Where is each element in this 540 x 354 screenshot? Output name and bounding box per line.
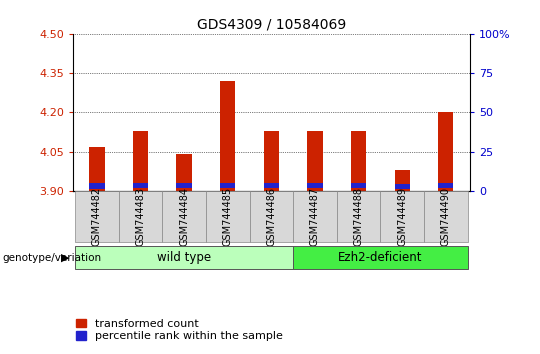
Bar <box>395 170 410 191</box>
Bar <box>75 191 119 242</box>
Text: GSM744485: GSM744485 <box>222 187 233 246</box>
Bar <box>206 191 249 242</box>
Text: genotype/variation: genotype/variation <box>3 253 102 263</box>
Bar <box>220 183 235 188</box>
Bar <box>133 131 148 191</box>
Bar <box>75 246 293 269</box>
Bar <box>177 154 192 191</box>
Text: GSM744486: GSM744486 <box>266 187 276 246</box>
Bar <box>395 184 410 189</box>
Bar <box>89 147 105 191</box>
Bar <box>438 183 454 188</box>
Text: GSM744487: GSM744487 <box>310 187 320 246</box>
Bar <box>163 191 206 242</box>
Bar <box>351 131 366 191</box>
Text: GSM744482: GSM744482 <box>92 187 102 246</box>
Bar <box>337 191 380 242</box>
Bar <box>307 131 322 191</box>
Bar <box>438 112 454 191</box>
Text: GSM744490: GSM744490 <box>441 187 451 246</box>
Bar <box>133 183 148 188</box>
Bar <box>220 81 235 191</box>
Text: GSM744483: GSM744483 <box>136 187 145 246</box>
Bar <box>307 183 322 188</box>
Bar <box>119 191 163 242</box>
Legend: transformed count, percentile rank within the sample: transformed count, percentile rank withi… <box>76 319 282 341</box>
Text: ▶: ▶ <box>60 253 69 263</box>
Bar <box>89 183 105 189</box>
Bar <box>293 246 468 269</box>
Bar <box>380 191 424 242</box>
Title: GDS4309 / 10584069: GDS4309 / 10584069 <box>197 17 346 31</box>
Bar <box>264 183 279 188</box>
Bar <box>177 183 192 188</box>
Text: GSM744484: GSM744484 <box>179 187 189 246</box>
Bar <box>264 131 279 191</box>
Text: GSM744489: GSM744489 <box>397 187 407 246</box>
Text: Ezh2-deficient: Ezh2-deficient <box>338 251 423 263</box>
Text: wild type: wild type <box>157 251 211 263</box>
Bar <box>351 183 366 188</box>
Text: GSM744488: GSM744488 <box>354 187 363 246</box>
Bar <box>249 191 293 242</box>
Bar <box>424 191 468 242</box>
Bar <box>293 191 337 242</box>
